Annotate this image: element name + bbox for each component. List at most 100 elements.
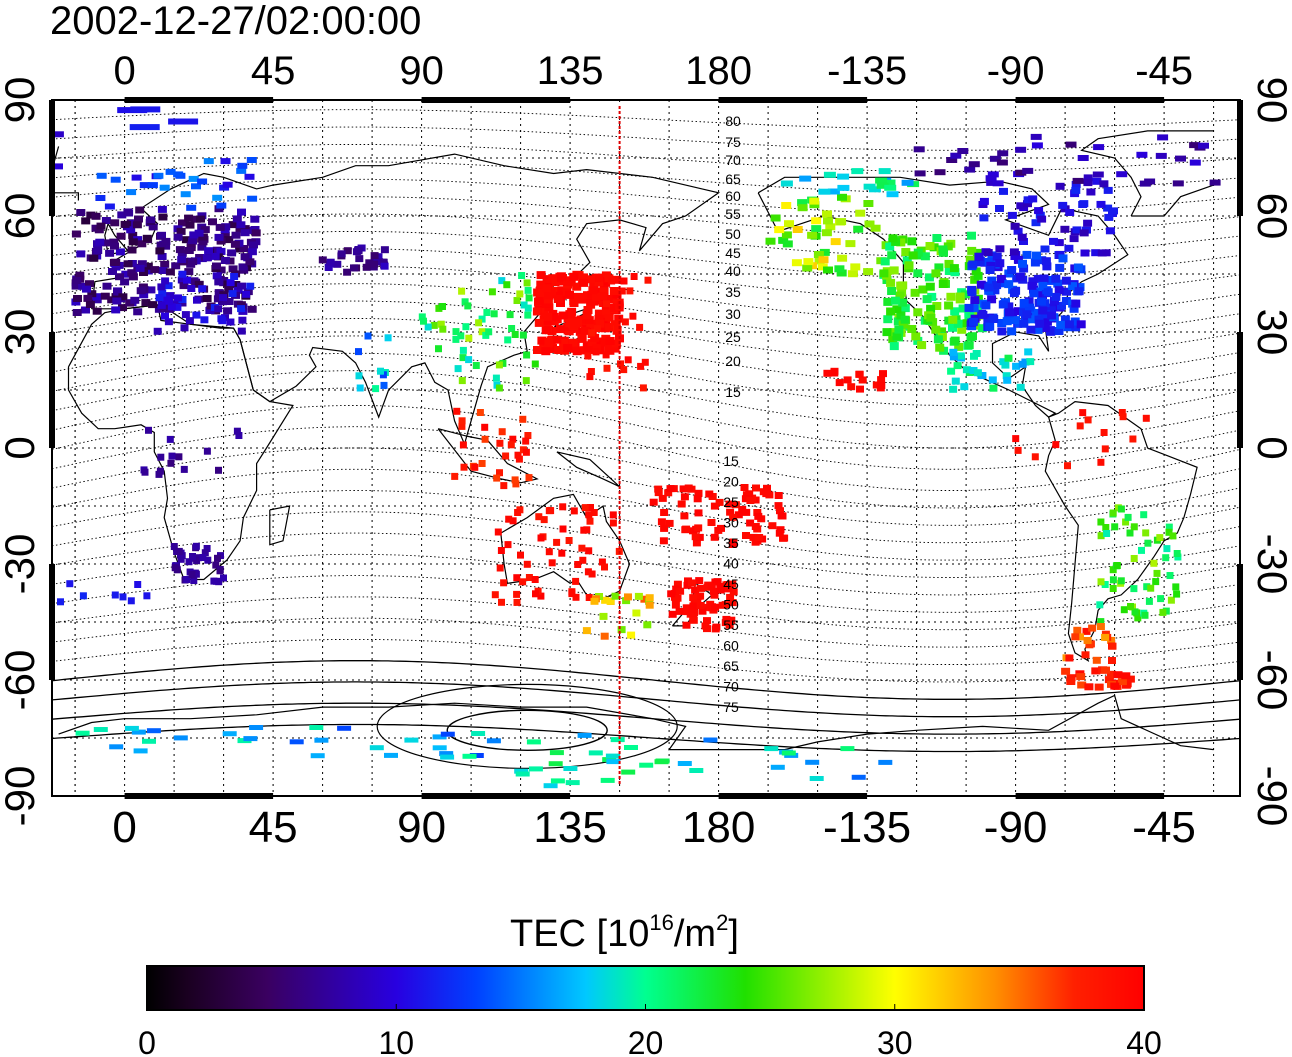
tec-cell [1013, 307, 1023, 316]
tec-cell [523, 279, 531, 287]
tec-cell [734, 511, 743, 519]
tec-cell [716, 586, 725, 594]
tec-cell [495, 384, 503, 392]
tec-cell [978, 372, 987, 379]
tec-cell [1093, 144, 1105, 151]
tec-cell [583, 346, 593, 354]
tec-cell [721, 601, 730, 609]
tec-cell [1076, 633, 1084, 641]
tec-cell [972, 350, 981, 357]
tec-cell [987, 295, 997, 304]
tec-cell [1083, 219, 1093, 227]
tec-cell [185, 317, 194, 325]
tec-cell [586, 297, 596, 305]
tec-cell [535, 513, 543, 521]
tec-cell [541, 347, 551, 356]
tec-cell [498, 428, 506, 436]
tec-cell [72, 309, 82, 316]
tec-cell [212, 262, 221, 270]
tec-cell [178, 552, 186, 560]
tec-cell [928, 318, 938, 327]
tec-cell [1130, 555, 1138, 562]
tec-cell [491, 591, 499, 599]
tec-cell [1035, 319, 1045, 328]
tec-cell [197, 243, 207, 251]
tec-cell [883, 179, 896, 186]
tec-cell [135, 264, 145, 272]
tec-cell [177, 256, 187, 264]
tec-cell [680, 493, 689, 501]
tec-cell [532, 590, 539, 598]
tec-cell [1134, 614, 1142, 622]
tec-cell [1079, 409, 1087, 417]
tec-cell [893, 317, 903, 326]
tec-cell [694, 489, 703, 497]
tec-cell [823, 266, 833, 274]
tec-cell [907, 325, 917, 333]
tec-cell [572, 319, 582, 328]
tec-cell [237, 327, 246, 335]
tec-cell [496, 564, 504, 572]
magnetic-contour [52, 681, 1240, 718]
tec-cell [777, 512, 786, 520]
tec-cell [754, 512, 763, 520]
tec-cell [1022, 310, 1032, 319]
tec-cell [803, 258, 814, 266]
tec-cell [478, 328, 486, 336]
tec-cell [682, 604, 691, 612]
tec-cell [898, 320, 908, 329]
tec-cell [701, 603, 710, 611]
tec-cell [483, 309, 491, 316]
tec-cell [898, 298, 908, 307]
tec-cell [847, 270, 858, 278]
tec-cell [543, 312, 553, 321]
tec-cell [600, 777, 615, 783]
tec-cell [532, 307, 542, 316]
tec-cell [458, 287, 466, 295]
tec-cell [188, 237, 197, 245]
tec-cell [960, 290, 970, 299]
tec-cell [1065, 141, 1077, 148]
tec-cell [1076, 320, 1086, 329]
tec-cell [369, 745, 384, 751]
tec-cell [129, 124, 160, 131]
tec-cell [230, 240, 240, 248]
tec-cell [901, 248, 911, 256]
tec-cell [186, 260, 196, 268]
tec-cell [585, 511, 593, 519]
tec-cell [592, 344, 602, 353]
tec-cell [1010, 222, 1020, 230]
tec-cell [167, 459, 175, 467]
tec-cell [565, 290, 574, 299]
tec-cell [989, 155, 1001, 162]
tec-cell [110, 176, 121, 183]
tec-cell [1083, 179, 1093, 187]
tec-cell [843, 376, 852, 384]
magnetic-pole-contour [446, 709, 608, 751]
tec-cell [1124, 513, 1132, 521]
tec-cell [384, 334, 392, 342]
tec-cell [595, 319, 605, 328]
frame-tick-bar [718, 97, 868, 103]
tec-cell [574, 292, 583, 301]
tec-cell [1025, 303, 1034, 312]
tec-cell [950, 268, 960, 277]
tec-cell [168, 452, 176, 460]
tec-cell [116, 232, 126, 240]
tec-cell [1038, 281, 1048, 290]
tec-cell [364, 332, 372, 340]
tec-cell [75, 271, 85, 279]
tec-cell [130, 106, 161, 113]
tec-cell [809, 201, 820, 209]
tec-cell [996, 274, 1006, 283]
tec-cell [1097, 518, 1105, 526]
tec-cell [1109, 509, 1117, 517]
tec-cell [724, 584, 733, 592]
tec-cell [594, 278, 604, 287]
tec-cell [621, 769, 636, 775]
tec-cell [1138, 546, 1145, 554]
tec-cell [1108, 657, 1116, 664]
tec-cell [1152, 578, 1160, 586]
lon-tick-label: 180 [682, 803, 755, 852]
coastline [556, 451, 621, 488]
